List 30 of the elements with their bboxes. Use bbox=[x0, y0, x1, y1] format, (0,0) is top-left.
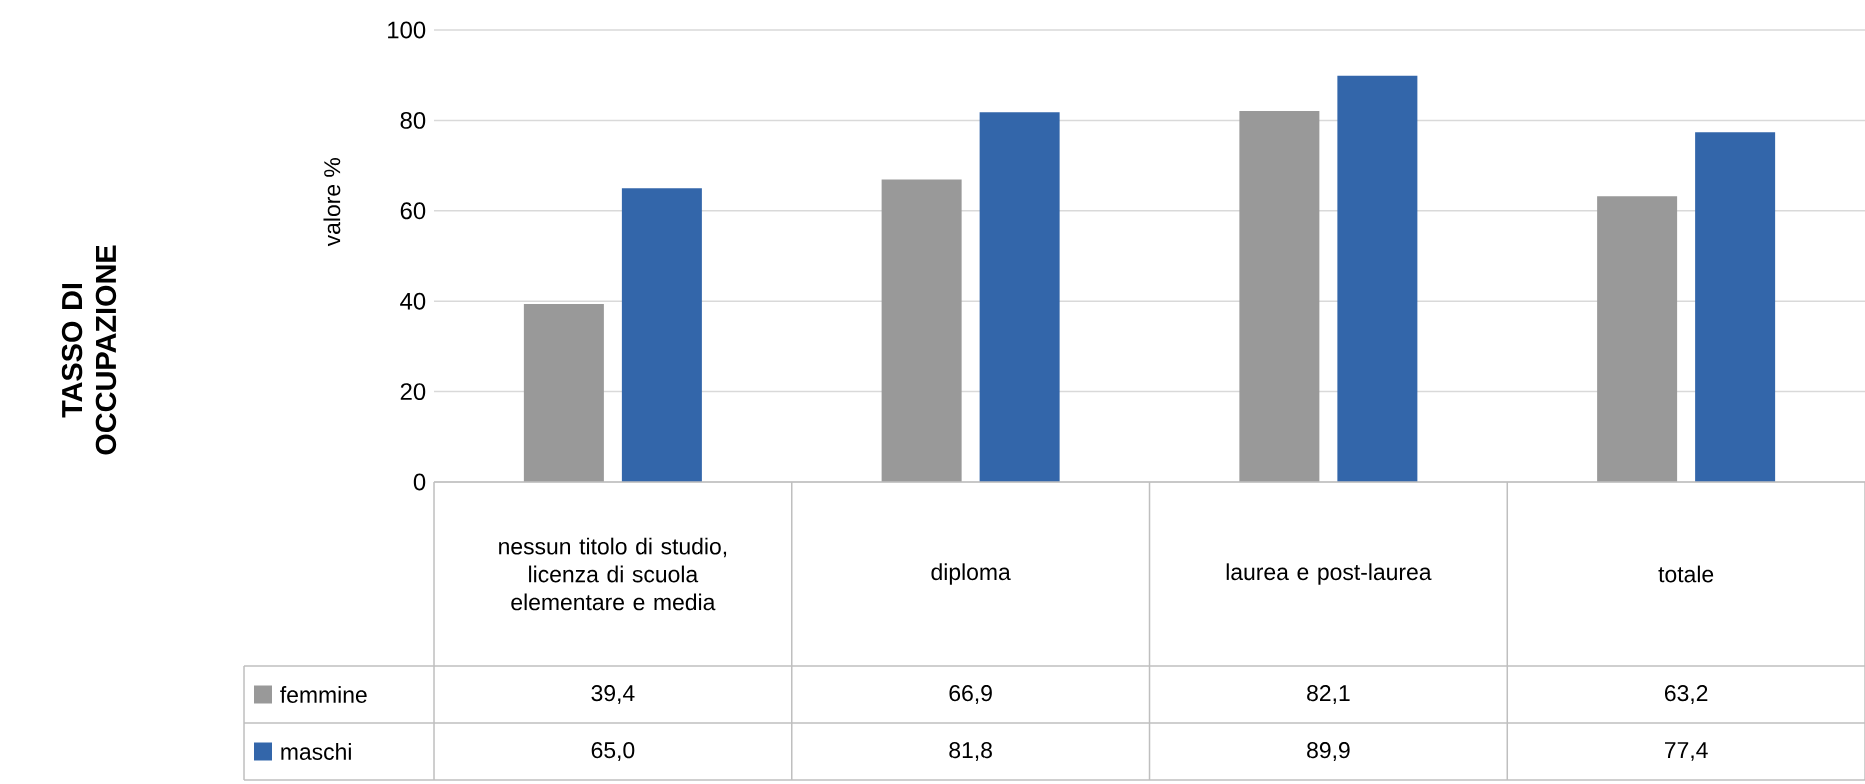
y-tick-label: 20 bbox=[400, 383, 426, 401]
data-label: 65,0 bbox=[591, 742, 635, 761]
x-tick-label: nessun titolo di studio, licenza di scuola elementare e media bbox=[499, 537, 727, 611]
data-label: 66,9 bbox=[949, 685, 992, 704]
bar bbox=[881, 179, 962, 482]
bar bbox=[1597, 196, 1678, 482]
bar bbox=[1239, 110, 1320, 482]
bar bbox=[979, 112, 1060, 482]
bar bbox=[1337, 75, 1418, 482]
x-tick-label: diploma bbox=[931, 563, 1011, 585]
data-label: 81,8 bbox=[949, 742, 992, 761]
y-tick-label: 0 bbox=[413, 473, 426, 491]
x-tick-label: laurea e post-laurea bbox=[1226, 563, 1432, 585]
bar bbox=[621, 188, 702, 482]
legend-label: femmine bbox=[280, 686, 367, 703]
bar bbox=[523, 303, 604, 482]
y-tick-label: 100 bbox=[388, 21, 426, 39]
legend-label: maschi bbox=[281, 743, 351, 760]
y-tick-label: 80 bbox=[400, 111, 426, 129]
data-label: 82,1 bbox=[1307, 685, 1350, 704]
data-label: 89,9 bbox=[1307, 742, 1350, 761]
y-axis-title: valore % bbox=[323, 158, 341, 247]
data-label: 39,4 bbox=[591, 685, 635, 704]
y-tick-label: 60 bbox=[400, 202, 426, 220]
data-label: 77,4 bbox=[1665, 742, 1708, 761]
data-label: 63,2 bbox=[1665, 685, 1708, 704]
y-tick-label: 40 bbox=[400, 292, 426, 310]
text: TASSO DI OCCUPAZIONE bbox=[61, 245, 117, 455]
x-tick-label: totale bbox=[1658, 565, 1714, 583]
bar bbox=[1695, 132, 1776, 482]
